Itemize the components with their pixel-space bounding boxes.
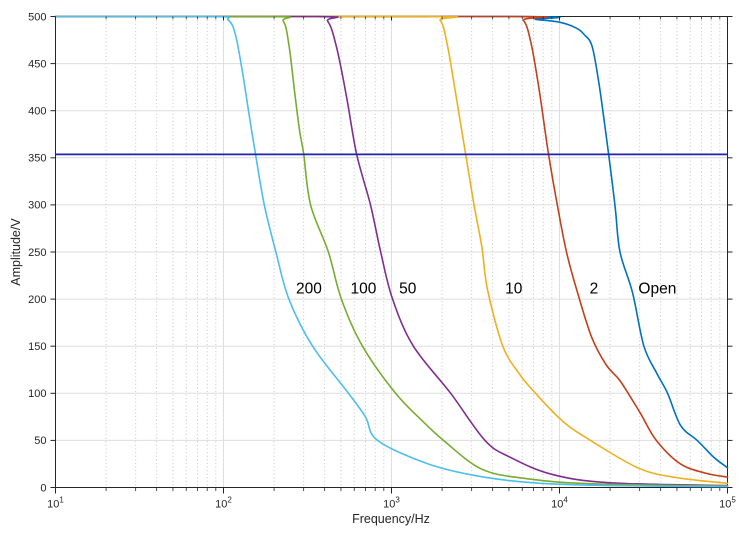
y-axis-title: Amplitude/V [9, 218, 23, 286]
y-tick-label: 150 [28, 341, 46, 353]
y-tick-label: 350 [28, 153, 46, 165]
y-tick-label: 500 [28, 11, 46, 23]
curve-2 [54, 15, 729, 478]
y-tick-label: 100 [28, 388, 46, 400]
y-tick-label: 250 [28, 247, 46, 259]
axis-ticks [50, 16, 733, 494]
curve-label-100: 100 [350, 280, 376, 297]
curve-50 [54, 15, 729, 487]
curve-200 [54, 15, 729, 488]
y-tick-label: 450 [28, 58, 46, 70]
x-tick-label: 105 [719, 496, 736, 511]
x-tick-label: 102 [215, 496, 232, 511]
x-tick-label: 103 [383, 496, 400, 511]
curves [54, 15, 729, 488]
curve-open [54, 15, 729, 469]
y-tick-label: 0 [40, 482, 46, 494]
x-tick-label: 101 [47, 496, 64, 511]
y-tick-label: 400 [28, 106, 46, 118]
curve-100 [54, 15, 729, 487]
x-tick-label: 104 [551, 496, 568, 511]
curve-label-2: 2 [590, 280, 599, 297]
x-axis-title: Frequency/Hz [352, 512, 430, 526]
curve-label-10: 10 [505, 280, 523, 297]
y-tick-label: 200 [28, 294, 46, 306]
y-tick-label: 300 [28, 200, 46, 212]
curve-label-50: 50 [399, 280, 417, 297]
curve-label-open: Open [638, 280, 676, 297]
minor-gridlines [105, 16, 721, 488]
curve-label-200: 200 [296, 280, 322, 297]
curve-labels: 200 100 50 10 2 Open [296, 280, 676, 297]
major-gridlines [55, 16, 728, 488]
y-tick-label: 50 [34, 435, 46, 447]
curve-10 [54, 15, 729, 485]
